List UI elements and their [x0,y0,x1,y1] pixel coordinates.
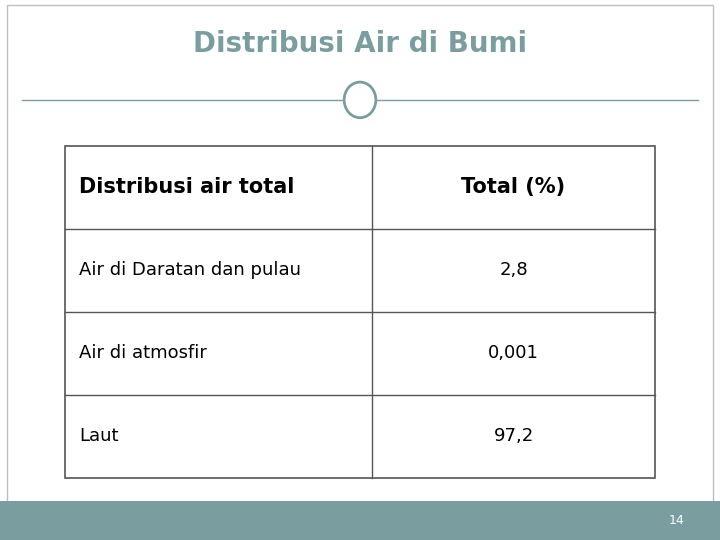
Text: Distribusi air total: Distribusi air total [79,177,294,197]
Text: Laut: Laut [79,427,119,446]
Text: 97,2: 97,2 [493,427,534,446]
Ellipse shape [344,82,376,118]
Text: Distribusi Air di Bumi: Distribusi Air di Bumi [193,30,527,58]
Text: Air di Daratan dan pulau: Air di Daratan dan pulau [79,261,301,279]
Bar [0,501,720,540]
Text: Total (%): Total (%) [462,177,566,197]
Text: 0,001: 0,001 [488,345,539,362]
Text: 14: 14 [668,514,684,527]
Text: 2,8: 2,8 [499,261,528,279]
Text: Air di atmosfir: Air di atmosfir [79,345,207,362]
Bar [65,146,655,478]
